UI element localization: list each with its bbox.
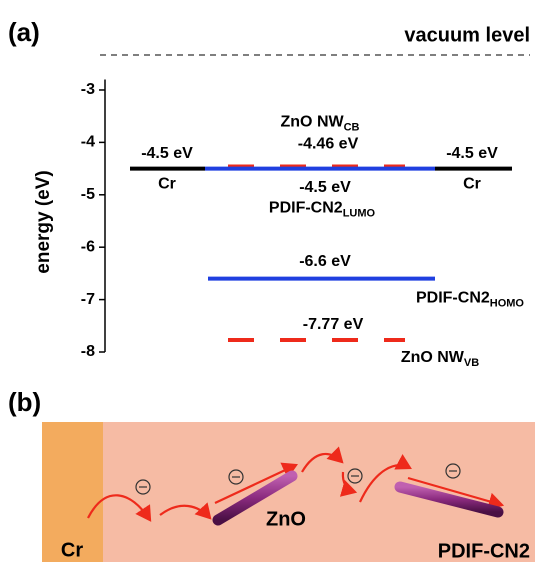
figure: (a) vacuum level energy (eV) -3-4-5-6-7-… [0, 0, 537, 565]
label: PDIF-CN2 [438, 540, 530, 562]
y-tick-label: -7 [81, 291, 95, 308]
name: ZnO NW [401, 349, 465, 366]
annotation: vacuum level [404, 24, 530, 46]
name: PDIF-CN2 [416, 290, 490, 307]
label: Cr [61, 539, 83, 561]
level-name: Cr [463, 176, 481, 193]
value-label: -7.77 eV [303, 316, 364, 333]
name: Cr [463, 176, 481, 193]
name: ZnO NW [281, 114, 345, 131]
level-name: PDIF-CN2LUMO [269, 200, 376, 220]
value-label: -4.5 eV [446, 145, 498, 162]
level-name: Cr [158, 176, 176, 193]
y-tick-label: -3 [81, 81, 95, 98]
levels: -3 -4 -5 -6 -7 -8 -4.5 eV Cr -4.5 eV Cr -4.46 eV Zn… [81, 80, 525, 369]
subscript: LUMO [343, 207, 376, 219]
y-tick-label: -8 [81, 343, 95, 360]
panel-label: (a) [8, 17, 40, 47]
y-tick-label: -6 [81, 238, 95, 255]
subscript: CB [344, 121, 360, 133]
level-name: ZnO NWVB [401, 349, 479, 369]
y-tick-label: -4 [81, 134, 95, 151]
value-label: -6.6 eV [299, 253, 351, 270]
name: PDIF-CN2 [269, 200, 343, 217]
value-label: -4.5 eV [141, 145, 193, 162]
label: ZnO [266, 508, 306, 530]
level-name: PDIF-CN2HOMO [416, 290, 524, 310]
name: Cr [158, 176, 176, 193]
y-axis-label: energy (eV) [33, 170, 54, 273]
panel-label: (b) [8, 387, 41, 417]
value-label: -4.5 eV [299, 179, 351, 196]
level-name: ZnO NWCB [281, 114, 360, 134]
subscript: VB [464, 357, 479, 369]
subscript: HOMO [490, 298, 525, 310]
y-tick-label: -5 [81, 186, 95, 203]
value-label: -4.46 eV [298, 136, 359, 153]
